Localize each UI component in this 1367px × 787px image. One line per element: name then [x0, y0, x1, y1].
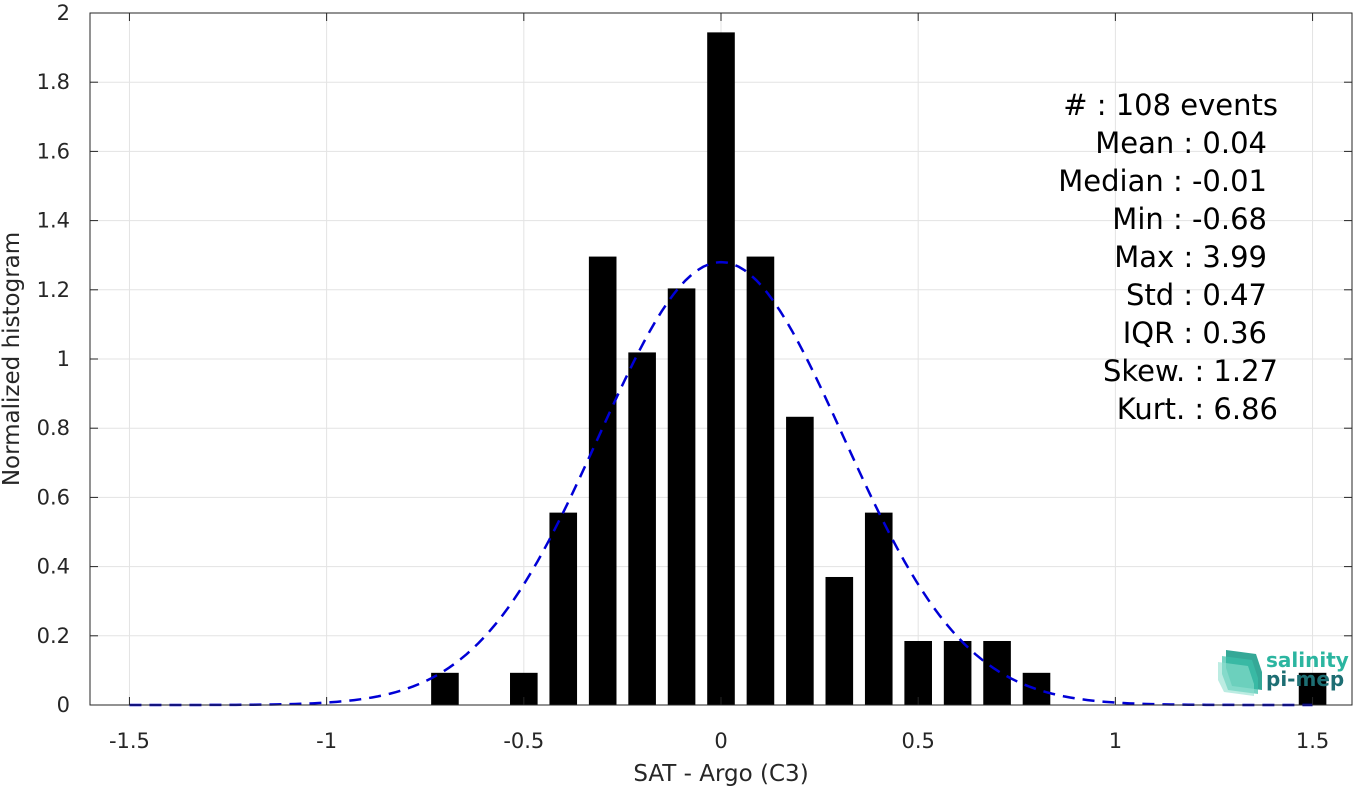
stat-line: Max : 3.99	[1114, 240, 1267, 274]
x-tick-label: 0	[714, 729, 727, 753]
logo-wave-icon	[1218, 650, 1262, 696]
x-tick-label: -1	[316, 729, 337, 753]
y-tick-label: 1.6	[37, 139, 70, 163]
y-tick-label: 0	[57, 693, 70, 717]
logo-line2: pi-mep	[1266, 667, 1344, 691]
histogram-bar	[588, 256, 617, 705]
logo-line1: salinity	[1266, 648, 1349, 672]
y-tick-label: 1.8	[37, 70, 70, 94]
stat-line: # : 108 events	[1063, 88, 1278, 122]
x-axis-label: SAT - Argo (C3)	[633, 761, 808, 787]
histogram-bar	[943, 640, 972, 705]
stat-line: Skew. : 1.27	[1103, 354, 1278, 388]
x-tick-label: 1	[1109, 729, 1122, 753]
histogram-bar	[904, 640, 932, 705]
histogram-bar	[707, 32, 735, 706]
histogram-bar	[983, 640, 1011, 705]
y-tick-label: 1	[57, 347, 70, 371]
axis-ticks	[90, 12, 1352, 706]
histogram-bar	[549, 512, 578, 705]
histogram-bar	[786, 416, 814, 705]
y-tick-label: 0.2	[37, 624, 70, 648]
gaussian-fit-line	[129, 260, 1313, 707]
histogram-bar	[667, 288, 696, 705]
stat-line: Median : -0.01	[1058, 164, 1267, 198]
histogram-bar	[746, 256, 775, 705]
x-tick-label: -1.5	[109, 729, 150, 753]
histogram-bar	[864, 512, 893, 705]
x-tick-label: 1.5	[1296, 729, 1329, 753]
y-tick-label: 1.2	[37, 278, 70, 302]
y-tick-label: 1.4	[37, 209, 70, 233]
y-tick-label: 0.6	[37, 485, 70, 509]
stats-box: # : 108 events Mean : 0.04 Median : -0.01 M…	[1058, 88, 1278, 426]
histogram-bar	[628, 352, 656, 705]
stat-line: Kurt. : 6.86	[1117, 392, 1278, 426]
salinity-pi-mep-logo: salinity pi-mep	[1218, 648, 1349, 696]
y-tick-label: 0.4	[37, 555, 70, 579]
y-axis-label: Normalized histogram	[0, 232, 25, 486]
histogram-bar	[1022, 672, 1051, 705]
histogram-bar	[431, 672, 459, 705]
y-tick-labels: 0 0.2 0.4 0.6 0.8 1 1.2 1.4 1.6 1.8 2	[37, 1, 70, 717]
stat-line: Std : 0.47	[1126, 278, 1267, 312]
x-tick-label: -0.5	[503, 729, 544, 753]
stat-line: Mean : 0.04	[1095, 126, 1267, 160]
gaussian-fit	[129, 260, 1313, 707]
histogram-bars	[431, 32, 1327, 706]
y-tick-label: 2	[57, 1, 70, 25]
stat-line: IQR : 0.36	[1123, 316, 1267, 350]
histogram-bar	[825, 576, 854, 705]
stat-line: Min : -0.68	[1112, 202, 1267, 236]
x-tick-label: 0.5	[901, 729, 934, 753]
x-tick-labels: -1.5 -1 -0.5 0 0.5 1 1.5	[109, 729, 1329, 753]
y-tick-label: 0.8	[37, 416, 70, 440]
